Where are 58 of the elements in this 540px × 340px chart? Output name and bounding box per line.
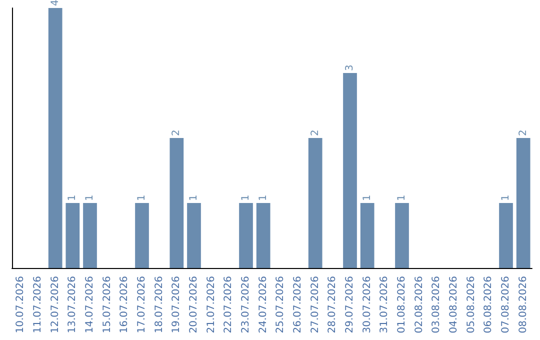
x-tick-label: 02.08.2026 xyxy=(414,276,425,334)
x-tick-label: 03.08.2026 xyxy=(431,276,442,334)
bar xyxy=(170,138,184,268)
data-label: 2 xyxy=(171,130,182,136)
x-tick-label: 23.07.2026 xyxy=(240,276,252,334)
x-tick-label: 14.07.2026 xyxy=(84,276,96,334)
x-tick-label: 04.08.2026 xyxy=(448,276,460,334)
bar xyxy=(343,73,357,268)
x-tick-label: 06.08.2026 xyxy=(483,276,494,334)
data-label: 1 xyxy=(188,194,200,201)
bar xyxy=(395,203,409,268)
data-label: 1 xyxy=(396,194,408,201)
data-label: 2 xyxy=(518,130,529,136)
bar xyxy=(83,203,97,268)
x-tick-label: 29.07.2026 xyxy=(344,276,356,334)
data-label: 2 xyxy=(310,130,321,136)
data-label: 4 xyxy=(50,0,61,6)
x-tick-label: 17.07.2026 xyxy=(136,276,148,334)
bar xyxy=(239,203,253,268)
x-tick-label: 15.07.2026 xyxy=(102,276,113,334)
x-tick-label: 26.07.2026 xyxy=(292,276,304,334)
x-tick-label: 24.07.2026 xyxy=(258,276,269,334)
x-tick-label: 07.08.2026 xyxy=(500,276,512,334)
x-tick-label: 12.07.2026 xyxy=(50,276,61,334)
x-tick-label: 30.07.2026 xyxy=(362,276,373,334)
data-label: 1 xyxy=(362,194,373,201)
bar xyxy=(48,8,62,268)
bar xyxy=(66,203,80,268)
x-tick-label: 05.08.2026 xyxy=(466,276,477,334)
data-label: 1 xyxy=(67,194,78,201)
x-tick-label: 22.07.2026 xyxy=(223,276,234,334)
bar xyxy=(256,203,270,268)
bar xyxy=(516,138,530,268)
x-tick-label: 08.08.2026 xyxy=(518,276,529,334)
x-tick-label: 13.07.2026 xyxy=(67,276,78,334)
x-tick-label: 31.07.2026 xyxy=(379,276,390,334)
bar xyxy=(308,138,322,268)
data-label: 1 xyxy=(258,194,269,201)
bar xyxy=(135,203,149,268)
data-label: 1 xyxy=(136,194,148,201)
data-label: 1 xyxy=(500,194,512,201)
bar xyxy=(360,203,374,268)
x-tick-label: 25.07.2026 xyxy=(275,276,286,334)
x-tick-label: 16.07.2026 xyxy=(119,276,130,334)
x-tick-label: 20.07.2026 xyxy=(188,276,200,334)
x-tick-label: 19.07.2026 xyxy=(171,276,182,334)
data-label: 1 xyxy=(240,194,252,201)
x-tick-label: 28.07.2026 xyxy=(327,276,338,334)
x-tick-label: 27.07.2026 xyxy=(310,276,321,334)
x-tick-label: 11.07.2026 xyxy=(32,276,44,334)
data-label: 1 xyxy=(84,194,96,201)
bar xyxy=(187,203,201,268)
x-tick-label: 10.07.2026 xyxy=(15,276,26,334)
bar xyxy=(499,203,513,268)
x-tick-label: 01.08.2026 xyxy=(396,276,408,334)
x-tick-label: 18.07.2026 xyxy=(154,276,165,334)
data-label: 3 xyxy=(344,64,356,71)
x-tick-label: 21.07.2026 xyxy=(206,276,217,334)
